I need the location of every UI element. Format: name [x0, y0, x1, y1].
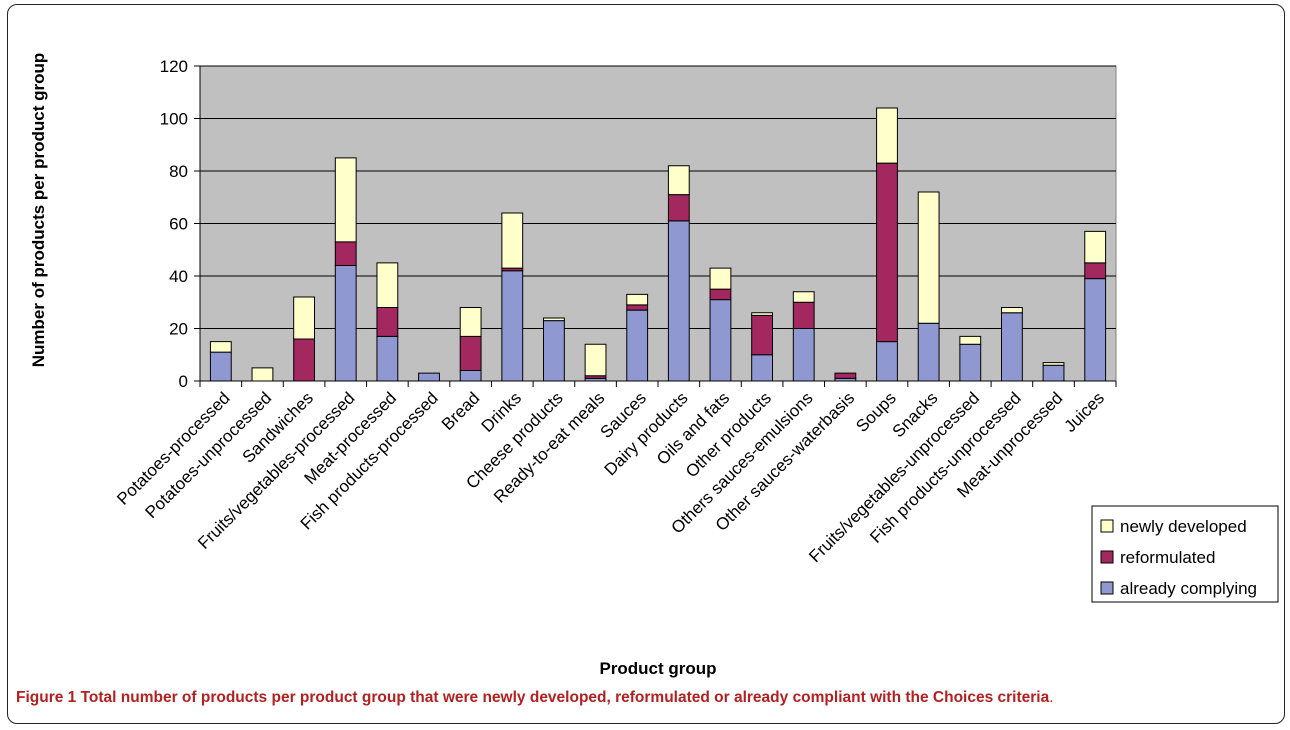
y-tick-label: 0	[179, 372, 188, 391]
figure-caption: Figure 1 Total number of products per pr…	[16, 688, 1278, 708]
legend-swatch	[1100, 550, 1114, 564]
bars	[209, 107, 1107, 382]
bar-segment	[501, 212, 524, 269]
bar-segment	[917, 191, 940, 324]
axes	[194, 65, 1117, 387]
bar-segment	[376, 307, 399, 337]
y-tick-labels: 0 20 40 60 80 100 120	[160, 57, 188, 391]
bar-segment	[792, 301, 815, 329]
bar-segment	[876, 107, 898, 164]
bar-segment	[459, 307, 482, 337]
bar-segment	[1084, 278, 1107, 382]
bar-segment	[584, 343, 607, 377]
bar-segment	[293, 296, 316, 340]
bar-segment	[376, 335, 399, 382]
legend-swatch	[1100, 581, 1114, 595]
bar-segment	[667, 165, 690, 196]
bar-segment	[792, 291, 815, 303]
x-tick-labels: Potatoes-processedPotatoes-unprocessedSa…	[113, 388, 1108, 566]
bar-segment	[876, 341, 898, 382]
bar-segment	[792, 328, 815, 382]
y-tick-label: 40	[169, 267, 188, 286]
bar-segment	[1084, 230, 1107, 264]
bar-segment	[1084, 262, 1107, 280]
bar-segment	[709, 267, 732, 290]
bar-segment	[751, 312, 774, 316]
legend-box	[1091, 505, 1279, 603]
bar-segment	[1042, 364, 1065, 382]
y-tick-label: 60	[169, 215, 188, 234]
bar-segment	[334, 265, 357, 382]
bar-segment	[959, 335, 982, 345]
bar-segment	[334, 157, 357, 243]
bar-segment	[751, 314, 774, 356]
bar-segment	[251, 367, 274, 382]
x-tick-label: Bread	[438, 388, 484, 434]
bar-segment	[917, 322, 940, 382]
y-tick-label: 20	[169, 320, 188, 339]
bar-segment	[876, 162, 898, 343]
legend-label: already complying	[1120, 579, 1257, 598]
bar-segment	[751, 354, 774, 382]
bar-segment	[501, 270, 524, 382]
bar-segment	[1001, 307, 1023, 314]
bar-segment	[709, 288, 732, 301]
caption-end: .	[1049, 689, 1054, 706]
bar-segment	[459, 370, 482, 382]
legend-label: reformulated	[1120, 548, 1215, 567]
bar-segment	[626, 293, 649, 306]
bar-segment	[209, 341, 232, 353]
bar-segment	[959, 343, 982, 382]
bar-segment	[376, 262, 399, 308]
bar-segment	[626, 309, 649, 382]
legend-swatch	[1100, 519, 1114, 533]
bar-segment	[1042, 362, 1065, 366]
bar-segment	[709, 299, 732, 382]
bar-segment	[626, 304, 649, 311]
caption-label: Figure 1	[16, 689, 77, 706]
bar-segment	[1001, 312, 1023, 382]
legend-label: newly developed	[1120, 517, 1247, 536]
bar-segment	[667, 194, 690, 222]
x-axis-title: Product group	[599, 659, 716, 678]
y-tick-label: 80	[169, 162, 188, 181]
y-tick-label: 100	[160, 110, 188, 129]
caption-text: Total number of products per product gro…	[80, 689, 1050, 706]
bar-segment	[667, 220, 690, 382]
y-tick-label: 120	[160, 57, 188, 76]
bar-segment	[543, 320, 565, 382]
y-axis-title: Number of products per product group	[29, 53, 48, 368]
bar-segment	[293, 338, 316, 382]
x-tick-label: Juices	[1061, 388, 1109, 436]
bar-segment	[418, 372, 440, 382]
bar-segment	[543, 317, 565, 322]
bar-segment	[334, 241, 357, 266]
bar-segment	[834, 372, 857, 379]
bar-segment	[209, 351, 232, 382]
bar-segment	[459, 335, 482, 371]
legend: newly developed reformulated already compl…	[1091, 505, 1279, 603]
